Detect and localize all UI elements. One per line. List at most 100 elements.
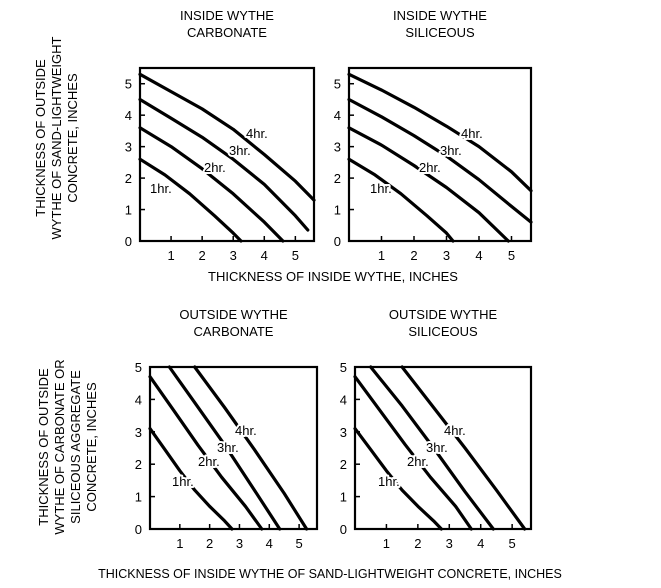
- series-curve-4hr: [193, 365, 309, 531]
- y-tick-label: 5: [334, 77, 341, 92]
- series-curve-3hr: [369, 365, 495, 531]
- x-tick-label: 3: [230, 248, 237, 263]
- y-tick-label: 4: [135, 392, 142, 407]
- series-curve-3hr: [167, 365, 282, 531]
- series-curve-1hr: [138, 157, 243, 243]
- x-tick-label: 2: [410, 248, 417, 263]
- plot-frame: [347, 66, 533, 243]
- y-tick-label: 4: [334, 108, 341, 123]
- x-tick-label: 4: [475, 248, 482, 263]
- series-label-1hr: 1hr.: [172, 474, 194, 489]
- x-tick-label: 2: [206, 536, 213, 551]
- series-curve-4hr: [347, 72, 533, 193]
- panel-title-line-1: INSIDE WYTHE: [180, 8, 274, 23]
- chart-panels: INSIDE WYTHE CARBONATE 0 1 2 3 4 5 1 2 3 4 5 1hr. 2hr.…: [125, 8, 533, 551]
- series-label-2hr: 2hr.: [419, 160, 441, 175]
- x-tick-label: 1: [167, 248, 174, 263]
- series-label-4hr: 4hr.: [246, 126, 268, 141]
- x-tick-label: 3: [443, 248, 450, 263]
- series-curve-2hr: [347, 126, 510, 243]
- panel-title-line-2: CARBONATE: [187, 25, 267, 40]
- top-y-axis-label-line-2: WYTHE OF SAND-LIGHTWEIGHT: [49, 36, 64, 239]
- x-tick-label: 5: [292, 248, 299, 263]
- panel-title-line-2: SILICEOUS: [405, 25, 475, 40]
- bottom-y-axis-label-line-2: WYTHE OF CARBONATE OR: [52, 359, 67, 534]
- x-tick-label: 3: [236, 536, 243, 551]
- x-tick-label: 4: [261, 248, 268, 263]
- plot-frame: [138, 66, 316, 243]
- y-tick-label: 1: [334, 203, 341, 218]
- chart-panel-3: OUTSIDE WYTHE CARBONATE 0 1 2 3 4 5 1 2 3 4 5 1hr. 2hr…: [135, 307, 319, 551]
- bottom-y-axis-label: THICKNESS OF OUTSIDE WYTHE OF CARBONATE …: [36, 359, 99, 534]
- y-tick-label: 2: [340, 457, 347, 472]
- x-tick-label: 5: [508, 248, 515, 263]
- y-tick-label: 1: [340, 490, 347, 505]
- y-tick-label: 5: [125, 77, 132, 92]
- y-tick-label: 5: [340, 360, 347, 375]
- y-tick-label: 0: [125, 234, 132, 249]
- y-tick-label: 0: [135, 522, 142, 537]
- series-curve-2hr: [353, 375, 473, 531]
- y-tick-label: 3: [340, 425, 347, 440]
- y-tick-label: 1: [125, 203, 132, 218]
- top-y-axis-label: THICKNESS OF OUTSIDE WYTHE OF SAND-LIGHT…: [33, 36, 80, 239]
- series-curve-1hr: [148, 427, 234, 531]
- y-tick-label: 4: [125, 108, 132, 123]
- top-y-axis-label-line-1: THICKNESS OF OUTSIDE: [33, 59, 48, 217]
- y-tick-label: 4: [340, 392, 347, 407]
- x-tick-label: 4: [266, 536, 273, 551]
- y-tick-label: 3: [125, 140, 132, 155]
- bottom-y-axis-label-line-4: CONCRETE, INCHES: [84, 382, 99, 512]
- panel-title-line-1: INSIDE WYTHE: [393, 8, 487, 23]
- series-label-3hr: 3hr.: [426, 440, 448, 455]
- bottom-x-axis-label: THICKNESS OF INSIDE WYTHE OF SAND-LIGHTW…: [98, 567, 562, 581]
- y-tick-label: 2: [334, 171, 341, 186]
- x-tick-label: 3: [446, 536, 453, 551]
- series-label-4hr: 4hr.: [235, 423, 257, 438]
- top-y-axis-label-line-3: CONCRETE, INCHES: [65, 73, 80, 203]
- series-curve-4hr: [138, 72, 316, 202]
- series-curve-2hr: [138, 126, 285, 243]
- chart-panel-2: INSIDE WYTHE SILICEOUS 0 1 2 3 4 5 1 2 3 4 5 1hr. 2hr.…: [334, 8, 533, 263]
- series-label-1hr: 1hr.: [378, 474, 400, 489]
- series-label-3hr: 3hr.: [217, 440, 239, 455]
- y-tick-label: 3: [135, 425, 142, 440]
- bottom-y-axis-label-line-1: THICKNESS OF OUTSIDE: [36, 368, 51, 526]
- series-label-2hr: 2hr.: [407, 454, 429, 469]
- series-label-1hr: 1hr.: [370, 181, 392, 196]
- x-tick-label: 1: [383, 536, 390, 551]
- series-curve-4hr: [400, 365, 527, 531]
- bottom-y-axis-label-line-3: SILICEOUS AGGREGATE: [68, 370, 83, 524]
- series-label-4hr: 4hr.: [461, 126, 483, 141]
- x-tick-label: 5: [509, 536, 516, 551]
- series-curve-3hr: [347, 97, 533, 224]
- series-label-3hr: 3hr.: [440, 143, 462, 158]
- top-x-axis-label: THICKNESS OF INSIDE WYTHE, INCHES: [208, 269, 458, 284]
- x-tick-label: 1: [176, 536, 183, 551]
- series-label-4hr: 4hr.: [444, 423, 466, 438]
- x-tick-label: 4: [477, 536, 484, 551]
- y-tick-label: 5: [135, 360, 142, 375]
- series-label-2hr: 2hr.: [204, 160, 226, 175]
- series-label-3hr: 3hr.: [229, 143, 251, 158]
- x-tick-label: 2: [199, 248, 206, 263]
- x-tick-label: 2: [414, 536, 421, 551]
- panel-title-line-1: OUTSIDE WYTHE: [179, 307, 288, 322]
- series-curve-1hr: [347, 157, 455, 243]
- panel-title-line-2: SILICEOUS: [408, 324, 478, 339]
- y-tick-label: 2: [135, 457, 142, 472]
- series-label-2hr: 2hr.: [198, 454, 220, 469]
- chart-panel-1: INSIDE WYTHE CARBONATE 0 1 2 3 4 5 1 2 3 4 5 1hr. 2hr.…: [125, 8, 316, 263]
- y-tick-label: 0: [334, 234, 341, 249]
- y-tick-label: 0: [340, 522, 347, 537]
- y-tick-label: 2: [125, 171, 132, 186]
- y-tick-label: 3: [334, 140, 341, 155]
- chart-panel-4: OUTSIDE WYTHE SILICEOUS 0 1 2 3 4 5 1 2 3 4 5 1hr. 2hr…: [340, 307, 533, 551]
- series-curve-3hr: [138, 97, 310, 232]
- series-curve-2hr: [148, 375, 264, 531]
- series-curve-1hr: [353, 427, 443, 531]
- panel-title-line-2: CARBONATE: [194, 324, 274, 339]
- x-tick-label: 1: [378, 248, 385, 263]
- y-tick-label: 1: [135, 490, 142, 505]
